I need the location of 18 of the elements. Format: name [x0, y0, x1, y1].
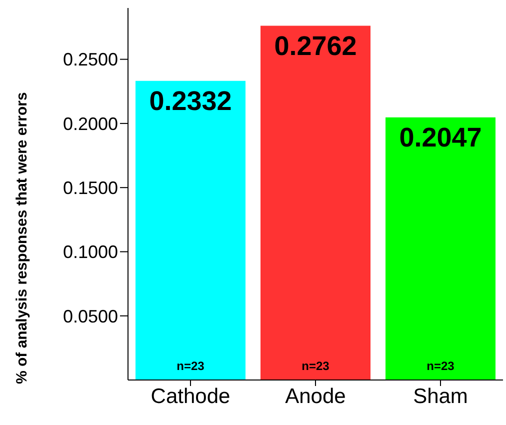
bar	[260, 26, 370, 380]
bar	[386, 117, 496, 380]
y-tick-label: 0.0500	[62, 306, 118, 326]
y-tick-label: 0.1500	[62, 178, 118, 198]
y-tick-label: 0.1000	[62, 242, 118, 262]
y-tick-label: 0.2000	[62, 114, 118, 134]
data-label: 0.2762	[274, 30, 357, 61]
annotation: n=23	[302, 359, 330, 373]
x-tick-label: Cathode	[150, 384, 230, 408]
x-tick-label: Sham	[413, 384, 468, 408]
data-label: 0.2332	[149, 86, 232, 116]
x-tick-label: Anode	[285, 384, 346, 408]
data-label: 0.2047	[399, 122, 482, 153]
annotation: n=23	[176, 359, 205, 373]
bar	[136, 80, 246, 380]
y-axis-title: % of analysis responses that were errors	[13, 92, 30, 384]
annotation: n=23	[426, 359, 455, 373]
y-tick-label: 0.2500	[62, 50, 118, 70]
